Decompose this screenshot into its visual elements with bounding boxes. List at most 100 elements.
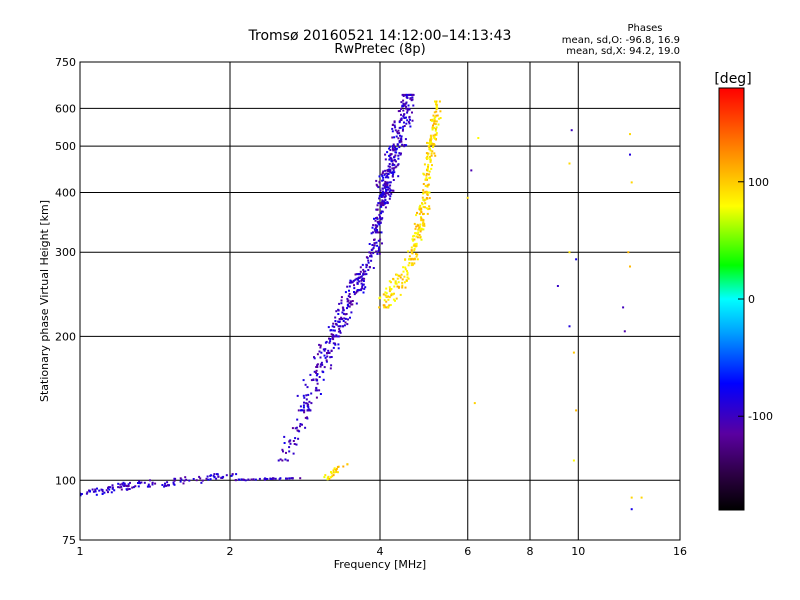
data-point xyxy=(396,277,399,280)
data-point xyxy=(378,197,381,200)
data-point xyxy=(384,180,387,183)
data-point xyxy=(183,479,186,482)
data-point xyxy=(316,382,319,385)
data-point xyxy=(434,133,437,136)
data-point xyxy=(439,117,442,119)
data-point xyxy=(333,335,335,338)
data-point xyxy=(217,475,220,478)
data-point xyxy=(434,120,437,123)
data-point xyxy=(379,194,382,197)
data-point xyxy=(386,175,389,177)
data-point xyxy=(385,306,388,309)
data-point xyxy=(322,378,325,381)
data-point xyxy=(334,320,337,322)
data-point xyxy=(247,478,250,481)
data-point xyxy=(640,496,643,499)
data-point xyxy=(331,337,334,340)
data-point xyxy=(435,126,438,129)
data-point xyxy=(630,508,633,511)
data-point xyxy=(413,243,416,246)
data-point xyxy=(408,93,411,96)
data-point xyxy=(422,222,424,225)
data-point xyxy=(318,343,321,346)
data-point xyxy=(220,476,223,479)
data-point xyxy=(394,126,397,129)
data-point xyxy=(200,481,203,484)
y-tick-label: 200 xyxy=(55,330,76,343)
data-point xyxy=(386,305,389,308)
data-point xyxy=(374,229,377,232)
data-point xyxy=(408,262,411,264)
data-point xyxy=(328,351,331,354)
data-point xyxy=(339,331,342,334)
data-point xyxy=(94,488,97,491)
data-point xyxy=(400,135,403,138)
data-point xyxy=(433,119,436,122)
data-point xyxy=(399,153,402,156)
data-point xyxy=(413,222,416,225)
data-point xyxy=(374,231,377,234)
data-point xyxy=(430,154,433,157)
data-point xyxy=(377,202,380,205)
data-point xyxy=(309,409,312,412)
data-point xyxy=(312,379,315,381)
x-tick-label: 4 xyxy=(377,545,384,558)
data-point xyxy=(430,136,433,139)
data-point xyxy=(347,295,350,298)
data-point xyxy=(147,485,150,488)
data-point xyxy=(100,488,103,491)
data-point xyxy=(406,276,409,279)
data-point xyxy=(333,467,336,470)
data-point xyxy=(397,154,400,157)
data-point xyxy=(409,118,411,121)
data-point xyxy=(372,252,375,255)
data-point xyxy=(420,216,422,219)
data-point xyxy=(377,239,380,242)
data-point xyxy=(320,361,323,364)
data-point xyxy=(264,477,267,480)
data-point xyxy=(120,485,123,488)
data-point xyxy=(392,169,395,172)
data-point xyxy=(363,287,366,290)
data-point xyxy=(370,259,373,262)
data-point xyxy=(334,316,337,319)
data-point xyxy=(336,466,339,468)
data-point xyxy=(185,478,188,481)
colorbar-label: [deg] xyxy=(714,71,751,87)
data-point xyxy=(266,478,269,480)
data-point xyxy=(154,482,157,485)
data-point xyxy=(341,311,344,314)
data-point xyxy=(391,136,394,139)
data-point xyxy=(556,285,559,287)
data-point xyxy=(438,117,441,120)
data-point xyxy=(125,488,128,491)
data-point xyxy=(348,289,350,292)
data-point xyxy=(388,181,391,184)
data-point xyxy=(430,152,433,155)
data-point xyxy=(423,224,426,227)
data-point xyxy=(398,141,401,144)
data-point xyxy=(242,478,245,481)
data-point xyxy=(113,489,116,492)
data-point xyxy=(360,275,363,278)
data-point xyxy=(391,189,394,192)
data-point xyxy=(470,169,473,172)
data-point xyxy=(420,227,423,230)
data-point xyxy=(393,163,396,166)
data-point xyxy=(384,153,387,156)
data-point xyxy=(415,214,418,217)
data-point xyxy=(411,238,414,241)
colorbar-tick-label: -100 xyxy=(748,410,773,423)
data-point xyxy=(406,271,409,274)
data-point xyxy=(428,170,431,173)
data-point xyxy=(318,350,321,353)
data-point xyxy=(361,285,364,288)
data-point xyxy=(398,132,401,135)
data-point xyxy=(406,96,409,99)
data-point xyxy=(426,191,429,194)
data-point xyxy=(215,473,218,476)
data-point xyxy=(373,217,375,220)
data-point xyxy=(629,153,631,156)
data-point xyxy=(180,478,183,481)
data-point xyxy=(393,171,396,174)
